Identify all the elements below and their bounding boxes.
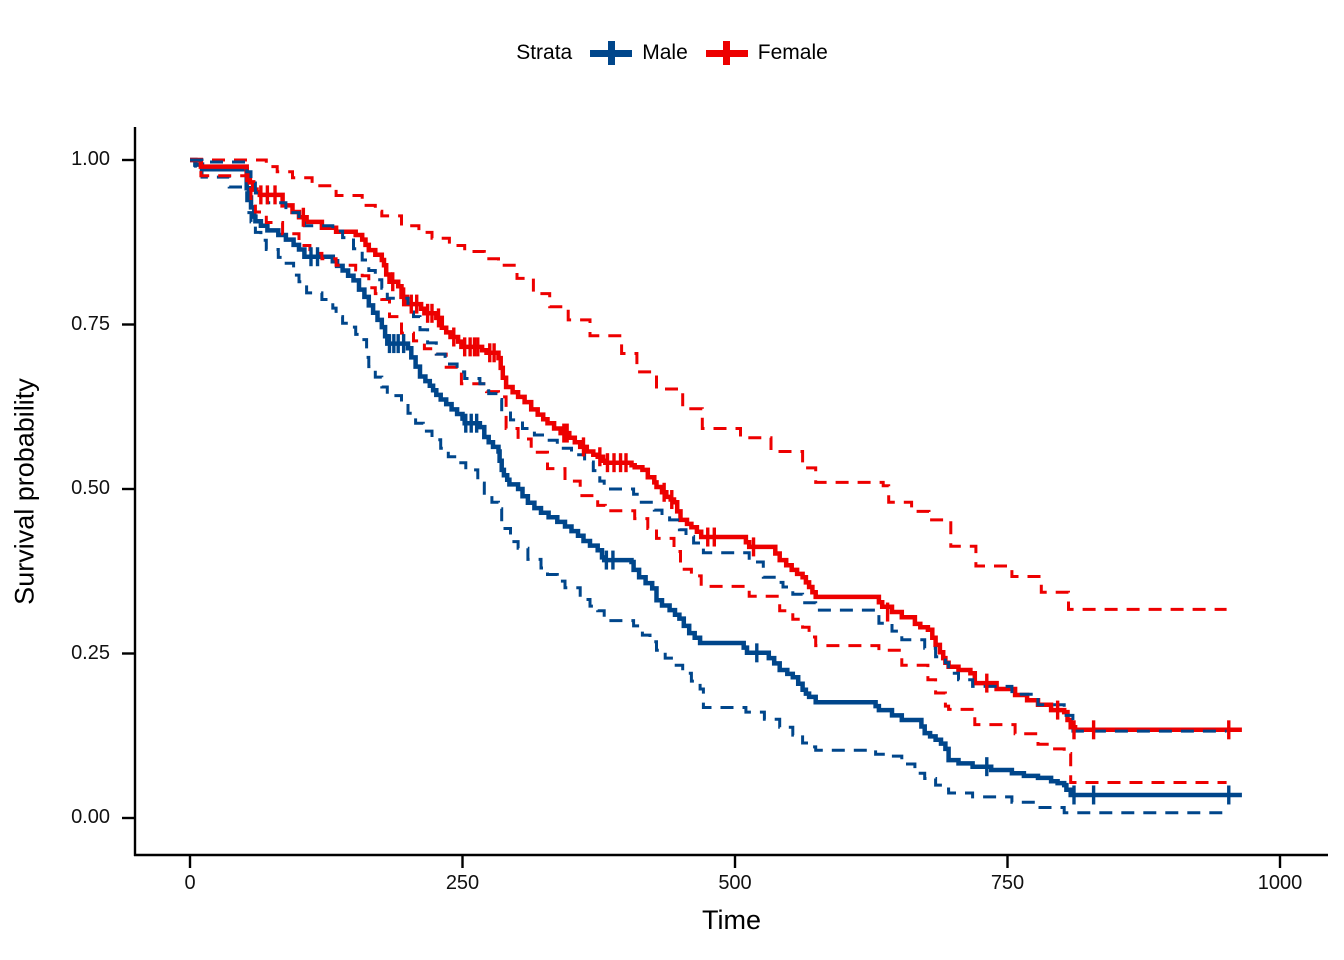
x-tick-label: 250: [445, 872, 480, 894]
x-axis-title: Time: [702, 905, 761, 935]
series-female-95-ci-lower: [190, 158, 1227, 784]
male-plus-key-icon: [590, 40, 633, 66]
y-tick-label: 1.00: [71, 148, 110, 170]
series-female: [190, 157, 1242, 733]
series-male-95-ci-upper: [190, 158, 1227, 733]
x-tick-label: 0: [184, 872, 196, 894]
series-male: [190, 157, 1242, 798]
legend-label-male: Male: [642, 41, 688, 64]
x-tick-label: 750: [990, 872, 1025, 894]
y-tick-label: 0.25: [71, 641, 110, 664]
series-male-95-ci-lower: [190, 158, 1227, 815]
legend: Strata Male Female: [0, 40, 1344, 66]
series-female-95-ci-upper: [190, 158, 1227, 611]
y-tick-label: 0.75: [71, 312, 110, 335]
x-tick-label: 1000: [1257, 872, 1303, 894]
female-plus-key-icon: [705, 40, 748, 66]
legend-label-female: Female: [757, 41, 828, 64]
y-tick-label: 0.00: [71, 806, 110, 828]
legend-title: Strata: [516, 41, 573, 64]
x-tick-label: 500: [718, 872, 752, 894]
y-tick-label: 0.50: [71, 477, 110, 499]
legend-item-female[interactable]: Female: [705, 40, 828, 66]
legend-item-male[interactable]: Male: [590, 40, 688, 66]
